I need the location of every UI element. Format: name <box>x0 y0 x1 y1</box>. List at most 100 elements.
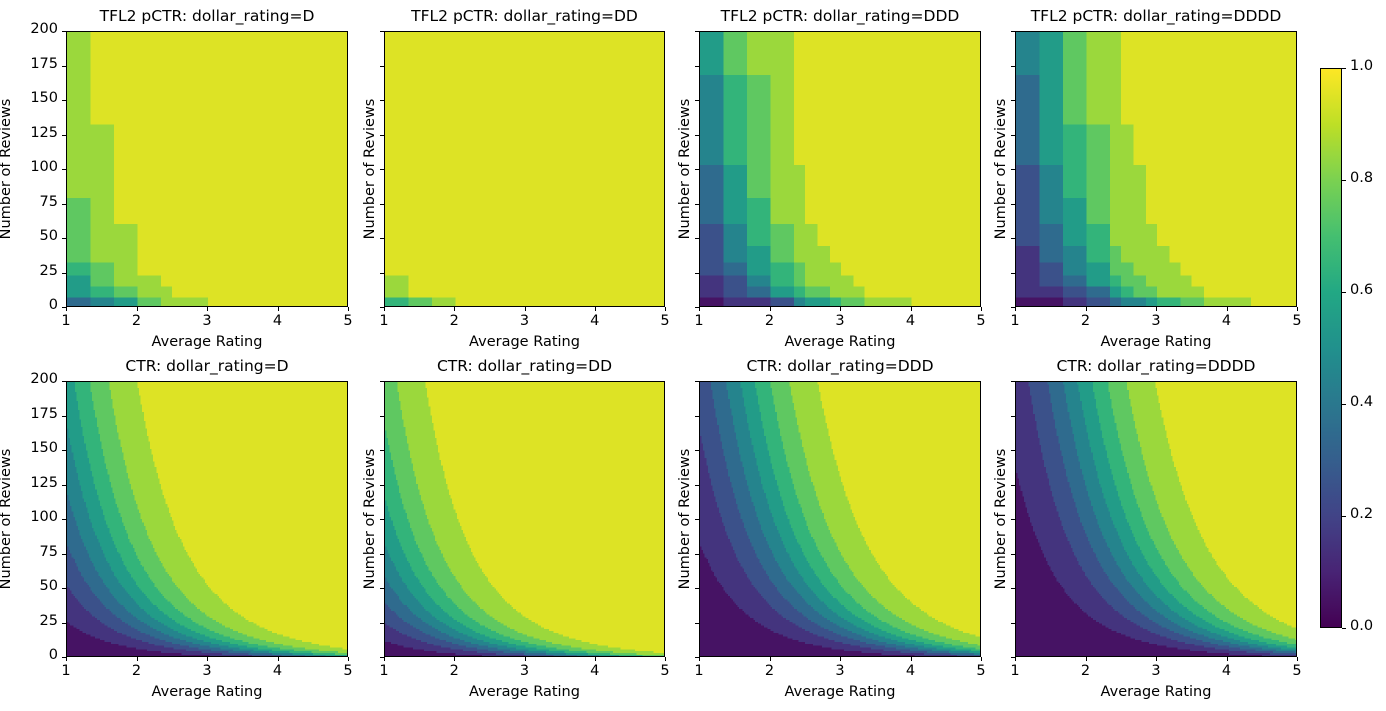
y-tick-mark <box>62 135 66 136</box>
y-tick-mark <box>62 169 66 170</box>
y-tick-mark <box>62 416 66 417</box>
contour-plot-area <box>699 381 981 657</box>
x-tick-mark <box>595 307 596 311</box>
x-tick-mark <box>207 657 208 661</box>
y-tick-mark <box>1011 238 1015 239</box>
y-tick-label: 25 <box>39 612 58 629</box>
x-axis-label: Average Rating <box>469 684 580 700</box>
contour-plot-area <box>66 31 348 307</box>
x-tick-label: 1 <box>694 663 704 679</box>
y-tick-label: 50 <box>39 578 58 594</box>
x-tick-mark <box>665 657 666 661</box>
x-tick-mark <box>1015 657 1016 661</box>
colorbar-tick-mark <box>1342 180 1346 181</box>
y-tick-mark <box>380 169 384 170</box>
contour-plot-area <box>66 381 348 657</box>
x-tick-label: 3 <box>1151 313 1161 329</box>
y-tick-label: 200 <box>30 371 58 387</box>
subplot-title: CTR: dollar_rating=DD <box>436 357 613 375</box>
x-tick-mark <box>770 657 771 661</box>
colorbar-tick-label: 0.8 <box>1350 170 1374 186</box>
y-tick-mark <box>695 307 699 308</box>
x-tick-mark <box>278 657 279 661</box>
x-tick-mark <box>525 307 526 311</box>
y-tick-mark <box>695 31 699 32</box>
x-axis-label: Average Rating <box>151 684 263 700</box>
y-tick-mark <box>1011 135 1015 136</box>
x-tick-label: 3 <box>835 313 845 329</box>
x-tick-mark <box>384 307 385 311</box>
x-tick-label: 1 <box>379 663 389 679</box>
y-tick-mark <box>1011 31 1015 32</box>
x-tick-mark <box>1156 307 1157 311</box>
y-tick-mark <box>695 450 699 451</box>
y-tick-mark <box>695 485 699 486</box>
y-tick-mark <box>62 273 66 274</box>
y-axis-label: Number of Reviews <box>362 448 378 590</box>
colorbar-tick-label: 0.4 <box>1350 394 1374 410</box>
x-tick-mark <box>1015 307 1016 311</box>
subplot-title: TFL2 pCTR: dollar_rating=DDDD <box>1030 7 1282 25</box>
x-tick-mark <box>278 307 279 311</box>
y-tick-mark <box>1011 66 1015 67</box>
x-tick-label: 5 <box>343 313 353 329</box>
x-tick-mark <box>1227 307 1228 311</box>
y-tick-mark <box>695 657 699 658</box>
y-tick-mark <box>695 623 699 624</box>
y-tick-mark <box>380 623 384 624</box>
colorbar <box>1320 68 1342 628</box>
y-tick-mark <box>1011 485 1015 486</box>
x-tick-mark <box>911 307 912 311</box>
y-tick-mark <box>1011 273 1015 274</box>
y-tick-mark <box>1011 416 1015 417</box>
y-tick-mark <box>695 169 699 170</box>
y-axis-label: Number of Reviews <box>0 448 14 590</box>
y-axis-label: Number of Reviews <box>0 98 14 240</box>
y-tick-mark <box>62 450 66 451</box>
x-axis-label: Average Rating <box>784 684 896 700</box>
contour-plot-area <box>384 381 665 657</box>
x-axis-label: Average Rating <box>784 334 896 350</box>
y-tick-label: 100 <box>30 509 58 525</box>
x-tick-label: 1 <box>379 313 389 329</box>
y-tick-mark <box>380 450 384 451</box>
y-tick-mark <box>695 416 699 417</box>
y-axis-label: Number of Reviews <box>993 448 1009 590</box>
colorbar-tick-label: 0.2 <box>1350 506 1374 522</box>
y-tick-mark <box>695 238 699 239</box>
contour-plot-area <box>1015 381 1297 657</box>
y-tick-mark <box>1011 657 1015 658</box>
x-tick-mark <box>66 307 67 311</box>
contour-plot-area <box>384 31 665 307</box>
y-tick-label: 75 <box>39 543 58 560</box>
x-tick-label: 1 <box>1010 663 1020 679</box>
y-tick-label: 50 <box>39 228 58 244</box>
x-tick-label: 4 <box>272 663 283 679</box>
y-tick-mark <box>62 519 66 520</box>
x-tick-mark <box>1086 657 1087 661</box>
y-tick-mark <box>695 554 699 555</box>
x-tick-label: 5 <box>343 663 353 679</box>
y-tick-mark <box>380 519 384 520</box>
contour-plot-area <box>1015 31 1297 307</box>
x-tick-mark <box>840 307 841 311</box>
y-tick-mark <box>380 554 384 555</box>
contour-plot-area <box>699 31 981 307</box>
y-tick-mark <box>1011 554 1015 555</box>
y-tick-mark <box>62 100 66 101</box>
x-tick-mark <box>348 657 349 661</box>
y-tick-mark <box>1011 588 1015 589</box>
y-tick-mark <box>62 381 66 382</box>
colorbar-tick-mark <box>1342 292 1346 293</box>
y-tick-mark <box>62 554 66 555</box>
colorbar-tick-mark <box>1342 404 1346 405</box>
subplot-title: TFL2 pCTR: dollar_rating=DD <box>411 7 638 25</box>
y-tick-mark <box>380 485 384 486</box>
x-tick-mark <box>1156 657 1157 661</box>
x-tick-mark <box>384 657 385 661</box>
subplot-title: TFL2 pCTR: dollar_rating=DDD <box>720 7 960 25</box>
x-tick-mark <box>1086 307 1087 311</box>
